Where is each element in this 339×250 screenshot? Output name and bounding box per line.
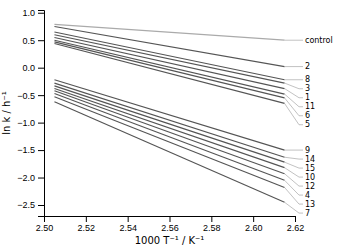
- axis-line: [45, 217, 296, 223]
- label-leader: [285, 202, 303, 213]
- tick: 2.58: [203, 216, 221, 233]
- series-line: [54, 35, 284, 83]
- tick-label: 2.52: [78, 223, 96, 233]
- tick-label: 2.56: [161, 223, 179, 233]
- x-axis: 2.50 2.52 2.54 2.56 2.58 2.60 2.62: [36, 216, 305, 233]
- chart: 2.50 2.52 2.54 2.56 2.58 2.60 2.62 −2.5 −2.0 −1.5…: [0, 0, 339, 250]
- tick: −2.5: [17, 200, 44, 210]
- label-leader: [285, 79, 303, 80]
- y-axis-title: ln k / h⁻¹: [1, 91, 12, 134]
- label-leader: [285, 150, 303, 151]
- line-label: 11: [305, 102, 315, 111]
- line-label: 9: [305, 146, 310, 155]
- label-leader: [285, 162, 303, 168]
- line-label: 3: [305, 84, 310, 93]
- tick: −1.5: [17, 145, 44, 155]
- tick: −1.0: [17, 118, 44, 128]
- series-line: [54, 83, 284, 157]
- tick-mark: [38, 178, 44, 179]
- series-line: [54, 32, 284, 80]
- tick: 0.5: [22, 36, 44, 46]
- tick: 2.60: [245, 216, 263, 233]
- tick-label: 2.58: [203, 223, 221, 233]
- x-axis-title: 1000 T⁻¹ / K⁻¹: [135, 235, 205, 246]
- tick-mark: [38, 68, 44, 69]
- label-leader: [285, 174, 303, 186]
- line-label: 7: [305, 209, 310, 218]
- tick-mark: [211, 216, 212, 222]
- label-leader: [285, 40, 303, 41]
- line-label: 8: [305, 75, 310, 84]
- tick: 1.0: [22, 8, 44, 18]
- series-line: [54, 91, 284, 174]
- tick-label: 2.50: [36, 223, 54, 233]
- line-label: 15: [305, 164, 315, 173]
- tick-label: 0.0: [22, 63, 35, 73]
- tick: 2.62: [287, 216, 305, 233]
- tick-mark: [38, 95, 44, 96]
- tick: −2.0: [17, 173, 44, 183]
- tick-mark: [38, 13, 44, 14]
- line-label: 4: [305, 191, 310, 200]
- line-label: 1: [305, 93, 310, 102]
- tick-mark: [253, 216, 254, 222]
- tick-label: −2.0: [17, 173, 35, 183]
- tick: 2.52: [78, 216, 96, 233]
- line-label: 5: [305, 120, 310, 129]
- label-leader: [285, 168, 303, 177]
- label-leader: [285, 180, 303, 195]
- tick-mark: [170, 216, 171, 222]
- y-axis: −2.5 −2.0 −1.5 −1.0 −0.5 0.0 0.5 1.0: [17, 8, 44, 216]
- tick: 2.54: [119, 216, 137, 233]
- tick-mark: [128, 216, 129, 222]
- label-leader: [285, 103, 303, 124]
- label-leader: [285, 83, 303, 89]
- tick: −0.5: [17, 91, 44, 101]
- series-line: [54, 40, 284, 94]
- tick: 2.56: [161, 216, 179, 233]
- label-leader: [285, 94, 303, 107]
- series-line: [54, 89, 284, 168]
- lines: [54, 24, 284, 202]
- tick-label: 0.5: [22, 36, 35, 46]
- tick-label: 1.0: [22, 8, 35, 18]
- tick-mark: [295, 216, 296, 222]
- tick-mark: [38, 150, 44, 151]
- series-line: [54, 37, 284, 88]
- series-line: [54, 97, 284, 188]
- line-label: 12: [305, 182, 315, 191]
- tick-label: −1.5: [17, 145, 35, 155]
- axis-line: [38, 11, 45, 217]
- series-line: [54, 93, 284, 180]
- line-label: 14: [305, 155, 315, 164]
- series-line: [54, 26, 284, 66]
- series-line: [54, 80, 284, 150]
- tick: 0.0: [22, 63, 44, 73]
- tick: 2.50: [36, 216, 54, 233]
- tick-label: −2.5: [17, 200, 35, 210]
- line-label: 10: [305, 173, 315, 182]
- label-leader: [285, 157, 303, 159]
- tick-mark: [38, 205, 44, 206]
- label-leader: [285, 66, 303, 67]
- plot: 2.50 2.52 2.54 2.56 2.58 2.60 2.62 −2.5 −2.0 −1.5…: [1, 8, 333, 246]
- tick-label: 2.60: [245, 223, 263, 233]
- line-label: control: [305, 36, 333, 45]
- series-line: [54, 102, 284, 203]
- series-line: [54, 42, 284, 98]
- label-leader: [285, 187, 303, 204]
- tick-label: 2.62: [287, 223, 305, 233]
- series-line: [54, 86, 284, 162]
- tick-label: 2.54: [119, 223, 137, 233]
- tick-label: −1.0: [17, 118, 35, 128]
- tick-mark: [38, 40, 44, 41]
- line-label: 13: [305, 200, 315, 209]
- line-label: 2: [305, 62, 310, 71]
- tick-label: −0.5: [17, 91, 35, 101]
- tick-mark: [86, 216, 87, 222]
- line-label: 6: [305, 111, 310, 120]
- label-leader: [285, 98, 303, 116]
- tick-mark: [38, 123, 44, 124]
- line-labels: control283111659141510124137: [285, 36, 333, 218]
